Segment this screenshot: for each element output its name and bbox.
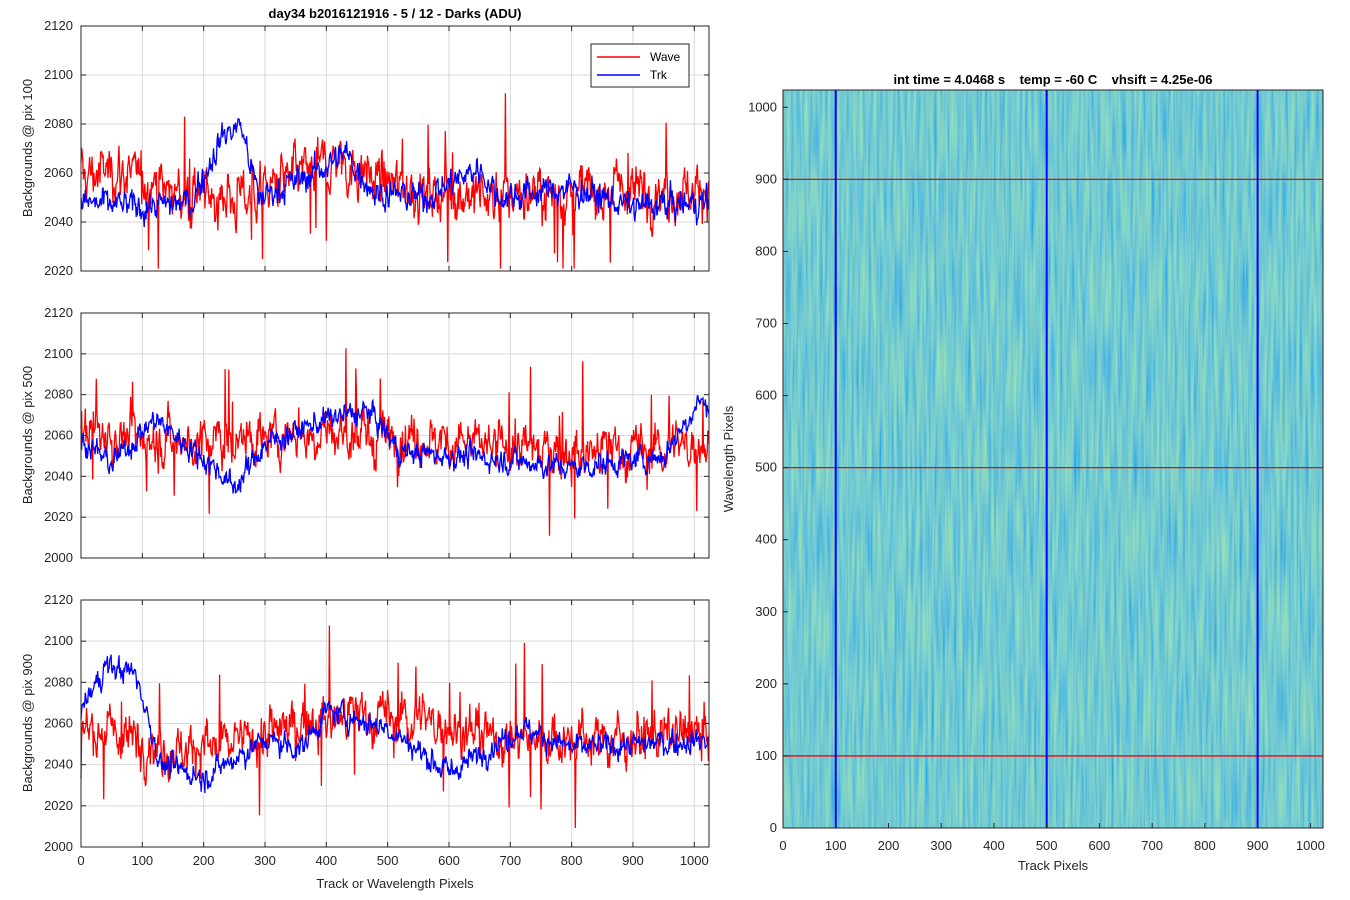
y-tick-label: 2120 bbox=[44, 305, 73, 320]
x-tick-label: 200 bbox=[193, 853, 215, 868]
x-tick-label: 0 bbox=[77, 853, 84, 868]
y-tick-label: 2040 bbox=[44, 468, 73, 483]
y-tick-label: 2040 bbox=[44, 757, 73, 772]
x-tick-label: 400 bbox=[983, 838, 1005, 853]
legend: Wave Trk bbox=[590, 43, 690, 88]
y-tick-label: 2020 bbox=[44, 263, 73, 278]
xlabel-image: Track Pixels bbox=[1018, 858, 1089, 873]
x-tick-label: 900 bbox=[1247, 838, 1269, 853]
x-tick-label: 600 bbox=[1089, 838, 1111, 853]
x-tick-label: 800 bbox=[1194, 838, 1216, 853]
x-tick-label: 300 bbox=[930, 838, 952, 853]
y-tick-label: 2100 bbox=[44, 67, 73, 82]
x-tick-label: 1000 bbox=[680, 853, 709, 868]
image-title: int time = 4.0468 s temp = -60 C vhsift … bbox=[893, 72, 1212, 87]
ticks-pix100: 2020 2040 2060 2080 2100 2120 bbox=[44, 18, 709, 278]
x-tick-label: 900 bbox=[622, 853, 644, 868]
panel-pix100: 2020 2040 2060 2080 2100 2120 Backgrounds @ p… bbox=[20, 18, 710, 278]
x-tick-label: 0 bbox=[779, 838, 786, 853]
y-tick-label: 800 bbox=[755, 243, 777, 258]
y-tick-label: 2020 bbox=[44, 509, 73, 524]
x-tick-label: 600 bbox=[438, 853, 460, 868]
y-tick-label: 300 bbox=[755, 604, 777, 619]
figure-title: day34 b2016121916 - 5 / 12 - Darks (ADU) bbox=[269, 6, 522, 21]
x-tick-label: 700 bbox=[499, 853, 521, 868]
y-tick-label: 600 bbox=[755, 388, 777, 403]
x-tick-label: 300 bbox=[254, 853, 276, 868]
ticks-pix500: 2000 2020 2040 2060 2080 2100 2120 bbox=[44, 305, 709, 565]
x-tick-label: 500 bbox=[377, 853, 399, 868]
legend-label-wave: Wave bbox=[650, 50, 681, 64]
x-tick-label: 1000 bbox=[1296, 838, 1325, 853]
y-tick-label: 2120 bbox=[44, 18, 73, 33]
series-line-trk-pix100 bbox=[80, 118, 710, 228]
y-tick-label: 2120 bbox=[44, 592, 73, 607]
series-line-trk-pix900 bbox=[80, 654, 710, 794]
x-tick-label: 100 bbox=[131, 853, 153, 868]
axes-box-image bbox=[782, 89, 1324, 829]
y-tick-label: 200 bbox=[755, 676, 777, 691]
y-tick-label: 2000 bbox=[44, 550, 73, 565]
series-pix500 bbox=[80, 348, 710, 536]
x-tick-label: 700 bbox=[1141, 838, 1163, 853]
series-line-trk-pix500 bbox=[80, 395, 710, 494]
x-tick-label: 100 bbox=[825, 838, 847, 853]
series-line-wave-pix900 bbox=[80, 625, 710, 829]
y-tick-label: 2080 bbox=[44, 674, 73, 689]
series-pix900 bbox=[80, 625, 710, 829]
y-tick-label: 2000 bbox=[44, 839, 73, 854]
y-tick-label: 2040 bbox=[44, 214, 73, 229]
panel-image: int time = 4.0468 s temp = -60 C vhsift … bbox=[721, 72, 1325, 873]
x-tick-label: 200 bbox=[878, 838, 900, 853]
y-tick-label: 1000 bbox=[748, 99, 777, 114]
xlabel-pix900: Track or Wavelength Pixels bbox=[316, 876, 474, 891]
y-tick-label: 2080 bbox=[44, 387, 73, 402]
y-tick-label: 2060 bbox=[44, 716, 73, 731]
legend-box bbox=[590, 43, 690, 88]
y-tick-label: 2020 bbox=[44, 798, 73, 813]
ylabel-pix900: Backgrounds @ pix 900 bbox=[20, 654, 35, 792]
y-tick-label: 400 bbox=[755, 532, 777, 547]
ticks-image: 0 100 200 300 400 500 600 700 800 900 1000 0 100 200 3… bbox=[748, 99, 1325, 853]
y-tick-label: 2060 bbox=[44, 165, 73, 180]
y-tick-label: 2060 bbox=[44, 428, 73, 443]
y-tick-label: 2100 bbox=[44, 346, 73, 361]
x-tick-label: 400 bbox=[315, 853, 337, 868]
y-tick-label: 900 bbox=[755, 171, 777, 186]
ylabel-pix100: Backgrounds @ pix 100 bbox=[20, 79, 35, 217]
panel-pix500: 2000 2020 2040 2060 2080 2100 2120 Backgrounds… bbox=[20, 305, 710, 565]
ticks-pix900: 0 100 200 300 400 500 600 700 800 900 1000 2000 2020… bbox=[44, 592, 709, 868]
x-tick-label: 800 bbox=[561, 853, 583, 868]
axes-box-pix100 bbox=[80, 25, 710, 272]
y-tick-label: 500 bbox=[755, 460, 777, 475]
ylabel-pix500: Backgrounds @ pix 500 bbox=[20, 366, 35, 504]
y-tick-label: 2080 bbox=[44, 116, 73, 131]
y-tick-label: 700 bbox=[755, 316, 777, 331]
y-tick-label: 100 bbox=[755, 748, 777, 763]
legend-label-trk: Trk bbox=[650, 68, 668, 82]
image-texture bbox=[783, 90, 1323, 828]
y-tick-label: 2100 bbox=[44, 633, 73, 648]
y-tick-label: 0 bbox=[770, 820, 777, 835]
series-pix100 bbox=[80, 93, 710, 269]
ylabel-image: Wavelength Pixels bbox=[721, 405, 736, 512]
panel-pix900: 0 100 200 300 400 500 600 700 800 900 1000 2000 2020… bbox=[20, 592, 710, 891]
image-overlay-lines bbox=[783, 90, 1323, 828]
x-tick-label: 500 bbox=[1036, 838, 1058, 853]
series-line-wave-pix100 bbox=[80, 93, 710, 269]
